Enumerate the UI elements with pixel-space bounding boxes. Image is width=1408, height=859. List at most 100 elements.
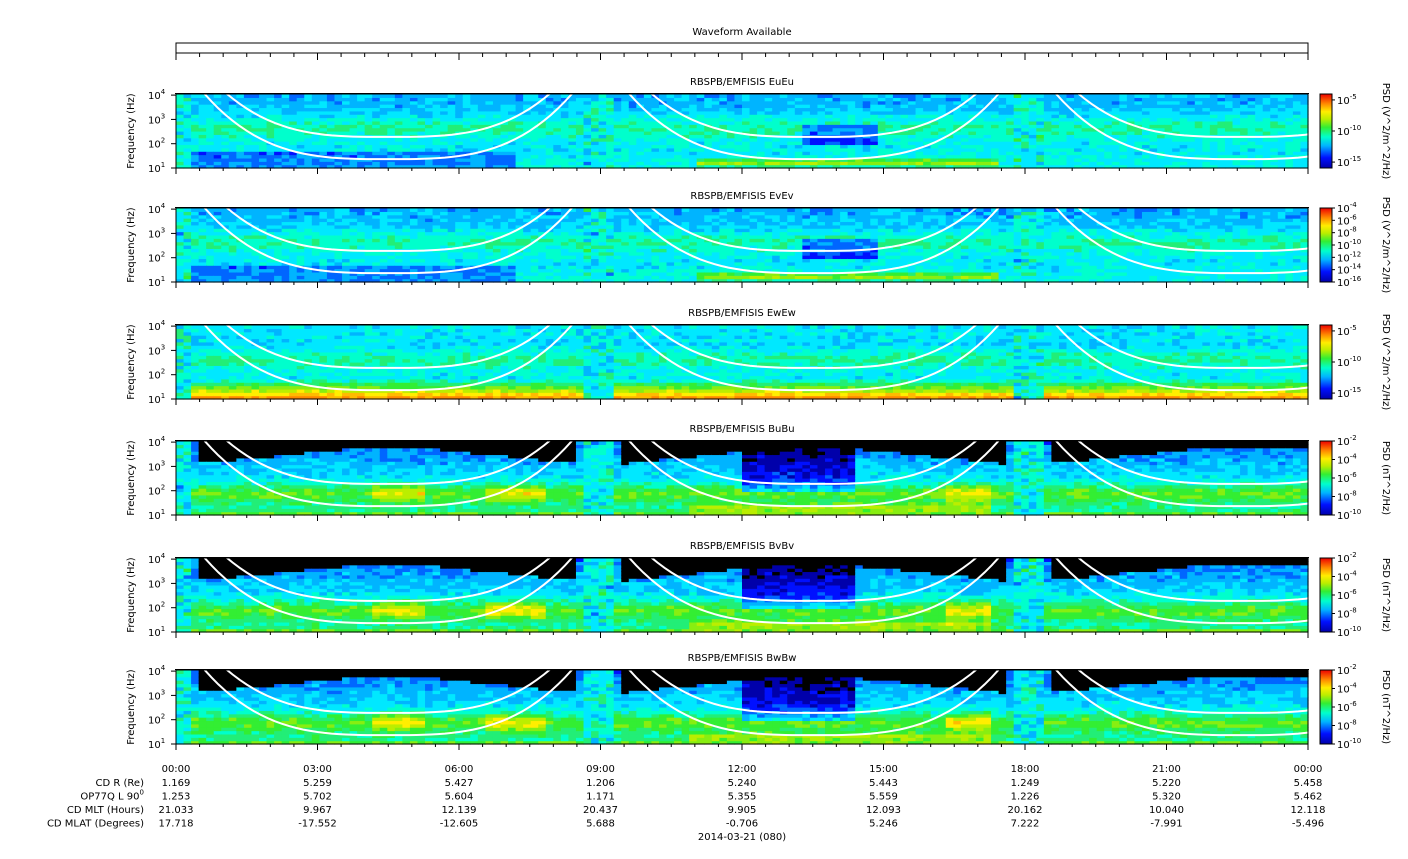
ephemeris-value: 20.437 xyxy=(583,805,618,816)
ephemeris-value: 5.240 xyxy=(728,778,757,789)
ephemeris-value: 1.206 xyxy=(586,778,615,789)
colorbar-tick-label: 10-4 xyxy=(1337,682,1357,696)
ephemeris-value: 1.249 xyxy=(1011,778,1040,789)
waveform-ticks xyxy=(176,53,1308,60)
x-tick-label: 18:00 xyxy=(1011,764,1040,775)
colorbar-tick-label: 10-10 xyxy=(1337,625,1361,639)
ephemeris-value: 1.226 xyxy=(1011,792,1040,803)
panel-title: RBSPB/EMFISIS BvBv xyxy=(690,541,794,552)
waveform-strip xyxy=(176,43,1308,53)
y-tick-label: 101 xyxy=(148,161,165,175)
ephemeris-value: 20.162 xyxy=(1008,805,1043,816)
spectrogram-panel: RBSPB/EMFISIS BwBw101102103104Frequency … xyxy=(126,653,1408,751)
spectrogram-panels: RBSPB/EMFISIS EuEu 101 102 103 104 Frequency … xyxy=(126,77,1408,751)
colorbar-tick-label: 10-15 xyxy=(1337,155,1361,169)
colorbar-tick-label: 10-5 xyxy=(1337,324,1357,338)
colorbar-label: PSD (V^2/m^2/Hz) xyxy=(1380,83,1391,180)
y-tick-label: 102 xyxy=(148,713,165,727)
ephemeris-label: CD MLT (Hours) xyxy=(67,805,144,816)
colorbar-tick-label: 10-10 xyxy=(1337,124,1361,138)
y-axis-label: Frequency (Hz) xyxy=(126,324,137,400)
colorbar-tick-label: 10-6 xyxy=(1337,471,1357,485)
y-tick-label: 101 xyxy=(148,737,165,751)
ephemeris-value: 5.688 xyxy=(586,819,615,830)
y-tick-label: 102 xyxy=(148,251,165,265)
spectrogram-panel: RBSPB/EMFISIS BvBv101102103104Frequency … xyxy=(126,541,1408,639)
y-tick-label: 104 xyxy=(148,664,166,678)
spectrogram-image xyxy=(176,558,1309,633)
colorbar-label: PSD (nT^2/Hz) xyxy=(1380,670,1391,744)
ephemeris-value: 1.253 xyxy=(162,792,191,803)
y-tick-label: 103 xyxy=(148,112,165,126)
y-axis-label: Frequency (Hz) xyxy=(126,207,137,283)
x-tick-label: 09:00 xyxy=(586,764,615,775)
ephemeris-value: -12.605 xyxy=(440,819,479,830)
x-tick-label: 00:00 xyxy=(1294,764,1323,775)
ephemeris-value: 5.427 xyxy=(445,778,474,789)
ephemeris-value: 9.905 xyxy=(728,805,757,816)
spectrogram-panel: RBSPB/EMFISIS EvEv101102103104Frequency … xyxy=(126,191,1408,293)
colorbar xyxy=(1320,441,1332,515)
ephemeris-table: CD R (Re) 1.169 5.259 5.427 1.206 5.240 5.443 1… xyxy=(47,778,1326,830)
colorbar-tick-label: 10-10 xyxy=(1337,737,1361,751)
x-tick-label: 00:00 xyxy=(162,764,191,775)
spectrogram-panel: RBSPB/EMFISIS EuEu101102103104Frequency … xyxy=(126,77,1408,179)
spectrogram-panel: RBSPB/EMFISIS BuBu101102103104Frequency … xyxy=(126,424,1408,522)
y-tick-label: 103 xyxy=(148,688,165,702)
ephemeris-label: CD R (Re) xyxy=(96,778,145,789)
colorbar-tick-label: 10-6 xyxy=(1337,588,1357,602)
colorbar xyxy=(1320,208,1332,282)
y-tick-label: 104 xyxy=(148,435,166,449)
colorbar xyxy=(1320,670,1332,744)
ephemeris-label: OP77Q L 900 xyxy=(80,789,144,803)
ephemeris-value: 12.093 xyxy=(866,805,901,816)
ephemeris-value: -7.991 xyxy=(1150,819,1182,830)
y-tick-label: 103 xyxy=(148,226,165,240)
ephemeris-value: 5.355 xyxy=(728,792,757,803)
panel-title: RBSPB/EMFISIS EuEu xyxy=(690,77,794,88)
y-axis-label: Frequency (Hz) xyxy=(126,440,137,516)
spectrogram-image xyxy=(176,670,1309,745)
ephemeris-value: 12.118 xyxy=(1291,805,1326,816)
time-axis-labels: 00:00 03:00 06:00 09:00 12:00 15:00 18:00 21:00… xyxy=(162,764,1323,775)
x-tick-label: 03:00 xyxy=(303,764,332,775)
colorbar xyxy=(1320,94,1332,168)
spectrogram-image xyxy=(176,441,1309,516)
y-tick-label: 103 xyxy=(148,343,165,357)
spectrogram-image xyxy=(176,208,1309,283)
panel-title: RBSPB/EMFISIS BwBw xyxy=(688,653,797,664)
colorbar-tick-label: 10-5 xyxy=(1337,93,1357,107)
ephemeris-value: 5.559 xyxy=(869,792,898,803)
panel-title: RBSPB/EMFISIS BuBu xyxy=(689,424,794,435)
colorbar-tick-label: 10-8 xyxy=(1337,719,1357,733)
ephemeris-value: -0.706 xyxy=(726,819,758,830)
y-tick-label: 104 xyxy=(148,319,166,333)
x-tick-label: 12:00 xyxy=(728,764,757,775)
y-tick-label: 104 xyxy=(148,202,166,216)
spectrogram-image xyxy=(176,325,1309,400)
y-tick-label: 101 xyxy=(148,392,165,406)
ephemeris-value: 10.040 xyxy=(1149,805,1184,816)
waveform-title: Waveform Available xyxy=(692,27,791,38)
colorbar xyxy=(1320,325,1332,399)
x-tick-label: 21:00 xyxy=(1152,764,1181,775)
panel-title: RBSPB/EMFISIS EwEw xyxy=(688,308,796,319)
ephemeris-value: 5.702 xyxy=(303,792,332,803)
colorbar-tick-label: 10-8 xyxy=(1337,607,1357,621)
ephemeris-value: -17.552 xyxy=(298,819,337,830)
colorbar-tick-label: 10-2 xyxy=(1337,551,1357,565)
ephemeris-value: 5.462 xyxy=(1294,792,1323,803)
y-tick-label: 102 xyxy=(148,484,165,498)
colorbar-tick-label: 10-4 xyxy=(1337,570,1357,584)
spectrogram-image xyxy=(176,94,1309,169)
date-label: 2014-03-21 (080) xyxy=(698,832,786,843)
x-tick-label: 15:00 xyxy=(869,764,898,775)
ephemeris-value: 1.169 xyxy=(162,778,191,789)
y-tick-label: 103 xyxy=(148,459,165,473)
colorbar-label: PSD (nT^2/Hz) xyxy=(1380,441,1391,515)
colorbar-label: PSD (nT^2/Hz) xyxy=(1380,558,1391,632)
ephemeris-value: 21.033 xyxy=(159,805,194,816)
ephemeris-value: 5.259 xyxy=(303,778,332,789)
ephemeris-value: 1.171 xyxy=(586,792,615,803)
